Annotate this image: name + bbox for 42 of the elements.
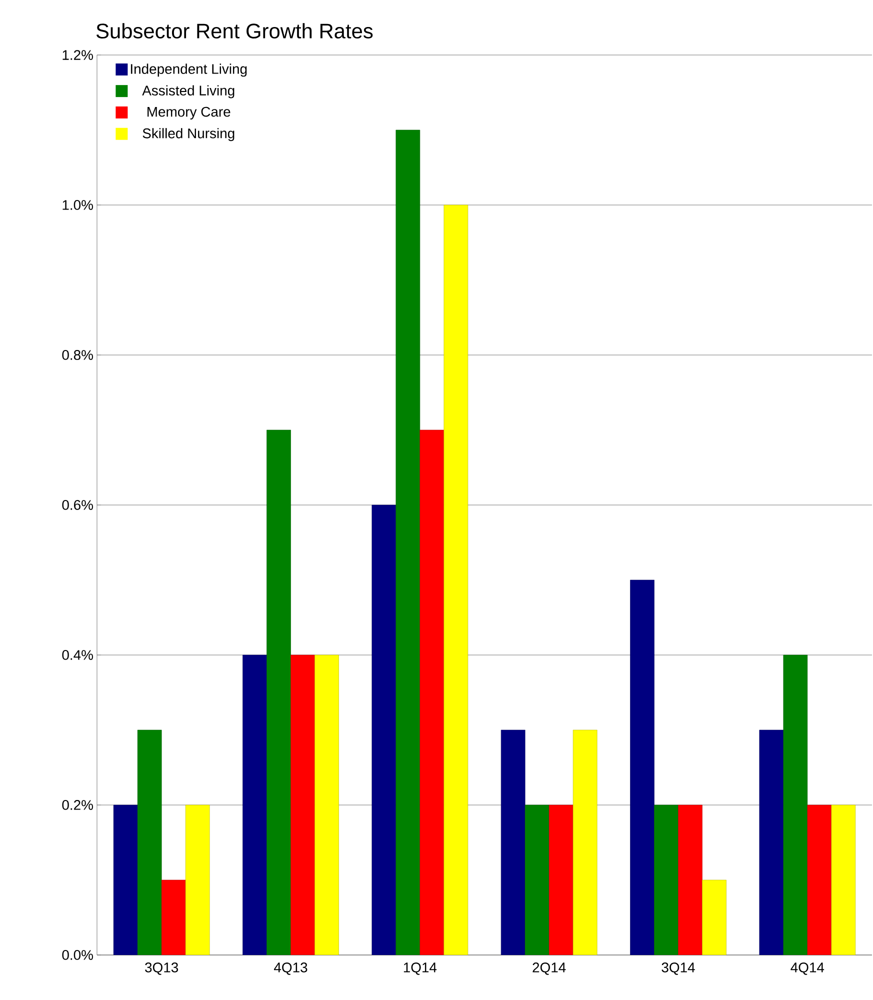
x-tick-label: 4Q14 bbox=[790, 962, 824, 975]
bar bbox=[783, 654, 808, 955]
x-tick-label: 2Q14 bbox=[532, 962, 566, 975]
y-tick-label: 0.0% bbox=[62, 950, 93, 960]
y-tick-label: 0.4% bbox=[62, 650, 93, 660]
bar bbox=[396, 130, 420, 955]
bar bbox=[444, 204, 468, 955]
y-tick-label: 0.6% bbox=[62, 500, 93, 510]
y-tick-label: 0.8% bbox=[62, 350, 93, 360]
bar bbox=[807, 804, 832, 955]
legend-label: Assisted Living bbox=[142, 85, 234, 98]
legend-label: Independent Living bbox=[130, 64, 247, 77]
bar bbox=[372, 504, 396, 955]
bar bbox=[500, 730, 526, 955]
bar bbox=[702, 880, 726, 955]
bar bbox=[548, 804, 574, 955]
chart-title: Subsector Rent Growth Rates bbox=[96, 23, 373, 38]
x-tick-label: 3Q14 bbox=[662, 962, 695, 975]
x-tick-label: 4Q13 bbox=[274, 962, 308, 975]
legend-label: Memory Care bbox=[148, 106, 230, 120]
bar bbox=[137, 730, 162, 955]
x-tick-label: 3Q13 bbox=[145, 962, 178, 975]
bar bbox=[314, 654, 339, 955]
bar bbox=[266, 430, 291, 955]
legend-label: Skilled Nursing bbox=[142, 128, 234, 142]
y-tick-label: 1.2% bbox=[62, 50, 93, 60]
bar bbox=[524, 804, 550, 955]
bar bbox=[630, 580, 654, 955]
bar bbox=[654, 804, 678, 955]
bar bbox=[161, 880, 186, 955]
y-tick-label: 1.0% bbox=[62, 200, 93, 210]
y-tick-label: 0.2% bbox=[62, 800, 93, 810]
bar bbox=[831, 804, 856, 955]
bar bbox=[420, 430, 444, 955]
bar bbox=[113, 804, 138, 955]
x-tick-label: 1Q14 bbox=[404, 962, 437, 975]
bar bbox=[185, 804, 210, 955]
bar bbox=[572, 730, 598, 955]
bar bbox=[678, 804, 702, 955]
bar bbox=[242, 654, 267, 955]
bar bbox=[290, 654, 315, 955]
bar bbox=[759, 730, 784, 955]
